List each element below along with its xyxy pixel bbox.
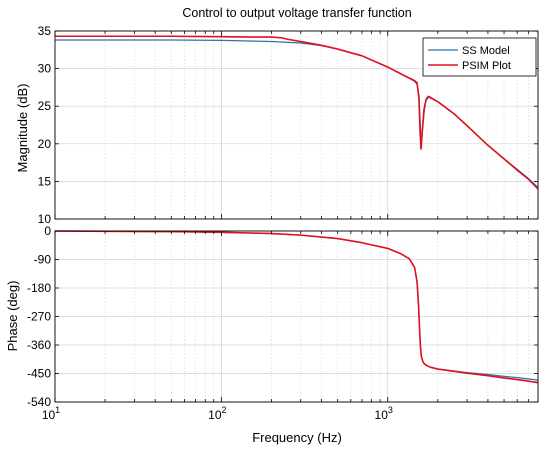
magnitude-axis-label: Magnitude (dB) [15, 84, 30, 173]
mag-y-tick-label: 20 [38, 137, 52, 151]
phase-y-tick-label: 0 [44, 224, 51, 238]
legend-label-ss-model: SS Model [462, 45, 510, 57]
mag-y-tick-label: 30 [38, 62, 52, 76]
phase-y-tick-label: -180 [27, 281, 51, 295]
phase-y-tick-label: -270 [27, 310, 51, 324]
phase-y-tick-label: -90 [34, 253, 52, 267]
x-tick-label: 103 [375, 405, 393, 422]
x-tick-label: 101 [42, 405, 60, 422]
legend: SS Model PSIM Plot [422, 37, 537, 77]
mag-y-tick-label: 10 [38, 212, 52, 226]
phase-y-tick-label: -450 [27, 367, 51, 381]
mag-y-tick-label: 25 [38, 99, 52, 113]
phase-series-psim-plot [54, 230, 539, 384]
legend-label-psim-plot: PSIM Plot [462, 60, 511, 72]
mag-axes-box [54, 30, 539, 220]
magnitude-panel: 10 15 20 25 30 35 SS Model PSIM Plot [38, 24, 539, 226]
phase-y-tick-label: -540 [27, 395, 51, 409]
legend-box [422, 37, 537, 77]
phase-axis-label: Phase (deg) [5, 281, 20, 352]
x-tick-label: 102 [208, 405, 226, 422]
mag-y-tick-label: 15 [38, 174, 52, 188]
mag-y-tick-label: 35 [38, 24, 52, 38]
chart-title: Control to output voltage transfer funct… [182, 6, 411, 20]
phase-y-tick-label: -360 [27, 338, 51, 352]
frequency-axis-label: Frequency (Hz) [252, 430, 342, 445]
mag-series-psim-plot [55, 35, 539, 190]
